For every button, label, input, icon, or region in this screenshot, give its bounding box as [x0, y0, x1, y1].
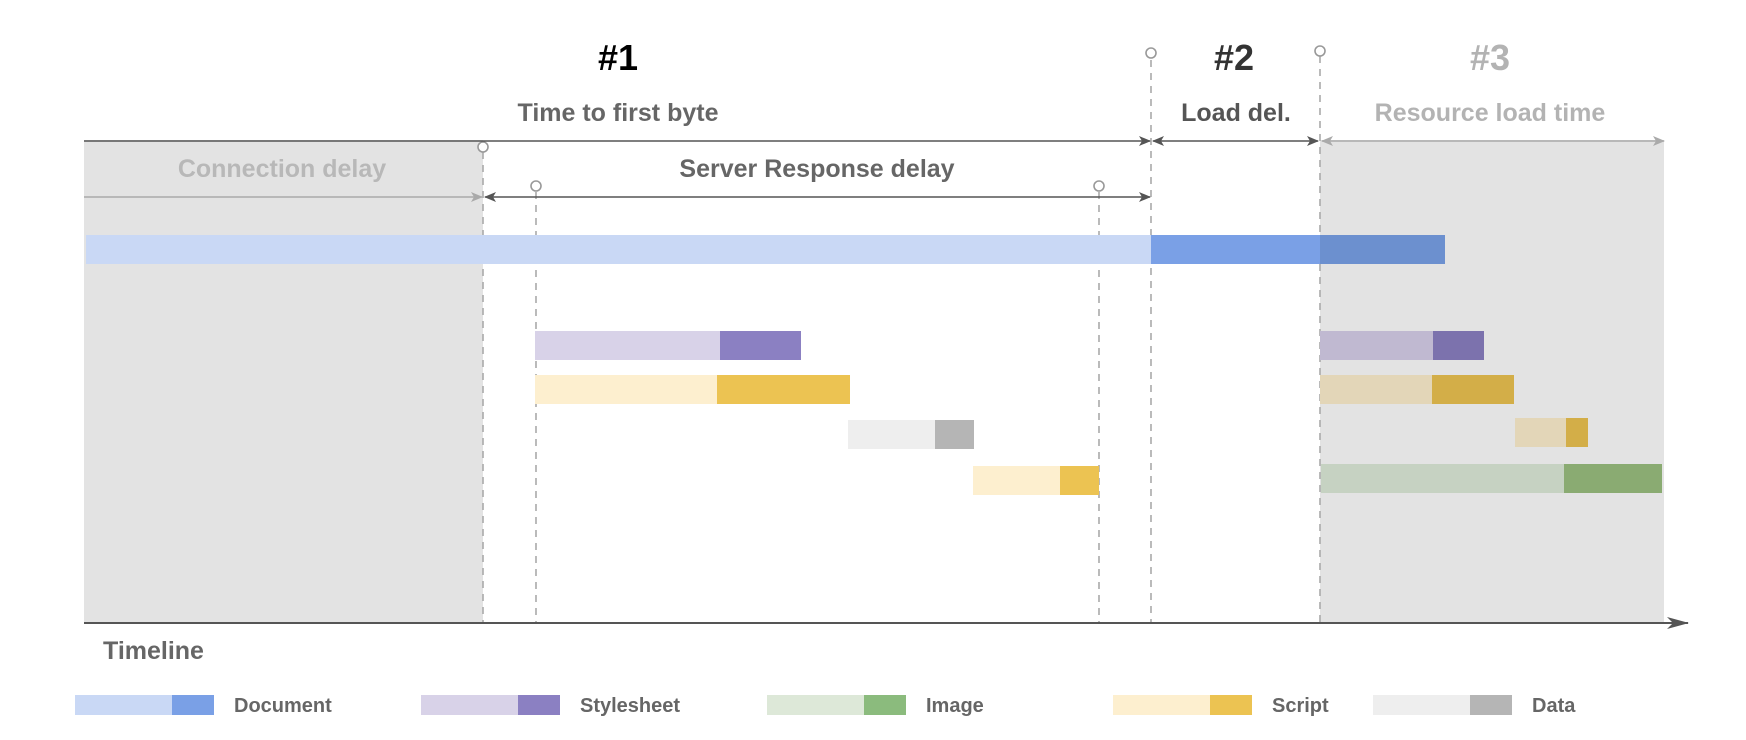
document-load-bar-shaded	[1320, 235, 1445, 264]
phase-2-number: #2	[1214, 37, 1254, 78]
phase-3-number: #3	[1470, 37, 1510, 78]
server-response-label: Server Response delay	[679, 155, 954, 183]
phase-2-label: Load del.	[1181, 99, 1291, 127]
legend-item-stylesheet: Stylesheet	[421, 695, 680, 717]
script-3-wait-bar	[973, 466, 1060, 495]
marker-load-start	[1314, 45, 1326, 57]
legend-item-data: Data	[1373, 695, 1576, 717]
document-load-bar	[1151, 235, 1320, 264]
script-1-wait-bar	[535, 375, 717, 404]
guide-markers	[477, 45, 1326, 192]
script-2-load-bar-shaded	[1566, 418, 1588, 447]
data-load-bar	[935, 420, 974, 449]
legend-label-document: Document	[234, 695, 332, 717]
marker-request-start	[530, 180, 542, 192]
stylesheet-load-bar	[720, 331, 801, 360]
image-load-bar-shaded	[1564, 464, 1662, 493]
connection-delay-shade	[84, 140, 483, 623]
connection-delay-label: Connection delay	[178, 155, 386, 183]
stylesheet-load-bar-shaded	[1433, 331, 1484, 360]
phase-3-label: Resource load time	[1375, 99, 1606, 127]
legend-label-script: Script	[1272, 695, 1329, 717]
script-2-wait-bar-shaded	[1515, 418, 1566, 447]
marker-ttfb	[1145, 47, 1157, 59]
script-1-load-bar-shaded	[1432, 375, 1514, 404]
stylesheet-wait-bar	[535, 331, 720, 360]
image-wait-bar-shaded	[1321, 464, 1564, 493]
legend-item-script: Script	[1113, 695, 1329, 717]
document-wait-bar	[86, 235, 1151, 264]
script-3-load-bar	[1060, 466, 1099, 495]
legend-label-data: Data	[1532, 695, 1576, 717]
legend: Document Stylesheet Image Script Data	[75, 695, 1576, 717]
phase-1-label: Time to first byte	[518, 99, 719, 127]
legend-label-stylesheet: Stylesheet	[580, 695, 680, 717]
timeline-label: Timeline	[103, 637, 204, 665]
legend-item-image: Image	[767, 695, 984, 717]
script-1-wait-bar-shaded	[1320, 375, 1432, 404]
legend-item-document: Document	[75, 695, 332, 717]
phase-1-number: #1	[598, 37, 638, 78]
marker-connection-end	[477, 141, 489, 153]
stylesheet-wait-bar-shaded	[1320, 331, 1433, 360]
data-wait-bar	[848, 420, 935, 449]
marker-response-end	[1093, 180, 1105, 192]
script-1-load-bar	[717, 375, 850, 404]
legend-label-image: Image	[926, 695, 984, 717]
